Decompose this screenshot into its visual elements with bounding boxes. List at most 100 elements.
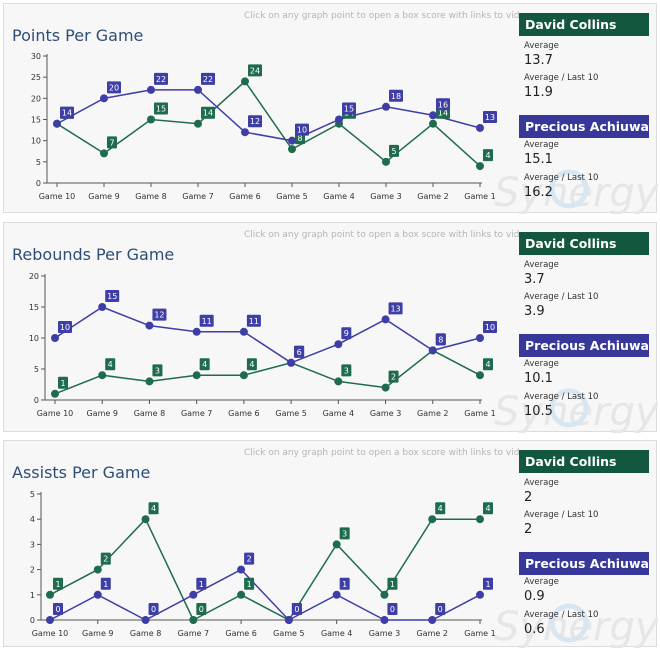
data-point[interactable] (46, 616, 54, 624)
player-name-badge[interactable]: David Collins (519, 232, 649, 255)
x-tick-label: Game 6 (228, 409, 259, 418)
y-tick-label: 5 (34, 365, 39, 374)
data-point[interactable] (192, 327, 201, 336)
data-point[interactable] (93, 590, 102, 599)
last10-value: 0.6 (524, 622, 545, 637)
data-point[interactable] (381, 383, 390, 392)
player-name-badge[interactable]: Precious Achiuwa (519, 115, 649, 138)
data-point[interactable] (189, 616, 198, 624)
data-point[interactable] (51, 334, 59, 342)
chart-title: Rebounds Per Game (12, 245, 175, 264)
series-line-1 (56, 89, 481, 142)
average-label: Average (524, 577, 559, 587)
data-point[interactable] (192, 371, 201, 380)
data-point[interactable] (334, 340, 343, 349)
data-point[interactable] (147, 85, 155, 94)
svg-text:4: 4 (249, 360, 254, 369)
data-point[interactable] (380, 616, 389, 624)
data-point[interactable] (335, 115, 343, 124)
data-label: 6 (294, 345, 305, 358)
data-point[interactable] (476, 334, 484, 342)
data-point[interactable] (288, 136, 296, 145)
data-point[interactable] (51, 389, 59, 398)
data-label: 10 (483, 321, 497, 333)
svg-text:3: 3 (342, 529, 347, 538)
data-point[interactable] (380, 590, 389, 599)
data-point[interactable] (382, 102, 390, 111)
data-point[interactable] (476, 123, 484, 132)
data-point[interactable] (237, 565, 246, 574)
data-point[interactable] (147, 115, 155, 124)
player-name-badge[interactable]: David Collins (519, 13, 649, 36)
data-point[interactable] (98, 371, 107, 380)
svg-text:2: 2 (391, 373, 396, 382)
svg-text:1: 1 (103, 580, 108, 589)
data-label: 22 (201, 72, 215, 85)
player-name-badge[interactable]: Precious Achiuwa (519, 552, 649, 575)
data-label: 16 (436, 98, 450, 111)
data-label: 0 (291, 603, 302, 615)
data-point[interactable] (332, 540, 341, 549)
y-tick-label: 20 (31, 94, 41, 103)
y-tick-label: 30 (31, 52, 41, 61)
data-point[interactable] (237, 590, 246, 599)
data-point[interactable] (287, 358, 296, 367)
data-point[interactable] (98, 303, 107, 311)
data-point[interactable] (53, 119, 61, 128)
data-point[interactable] (241, 77, 249, 86)
x-tick-label: Game 8 (135, 192, 166, 201)
data-point[interactable] (141, 616, 150, 624)
data-point[interactable] (476, 590, 484, 599)
x-tick-label: Game 2 (417, 409, 448, 418)
player-name-badge[interactable]: David Collins (519, 450, 649, 473)
data-point[interactable] (141, 515, 150, 524)
data-point[interactable] (100, 94, 108, 103)
last10-label: Average / Last 10 (524, 610, 599, 620)
svg-text:18: 18 (391, 92, 401, 101)
data-point[interactable] (476, 162, 484, 171)
data-point[interactable] (46, 590, 54, 599)
data-point[interactable] (239, 327, 248, 336)
data-point[interactable] (194, 85, 202, 94)
data-point[interactable] (476, 515, 484, 524)
svg-text:10: 10 (60, 323, 70, 332)
data-point[interactable] (429, 111, 437, 120)
data-point[interactable] (428, 616, 437, 624)
watermark-logo-icon (549, 388, 589, 428)
series-line-1 (49, 568, 481, 621)
data-point[interactable] (93, 565, 102, 574)
data-point[interactable] (145, 377, 154, 386)
data-point[interactable] (284, 616, 293, 624)
data-point[interactable] (381, 315, 390, 324)
data-point[interactable] (189, 590, 198, 599)
player-name-badge[interactable]: Precious Achiuwa (519, 334, 649, 357)
svg-text:1: 1 (55, 580, 60, 589)
data-point[interactable] (239, 371, 248, 380)
data-point[interactable] (428, 346, 437, 355)
data-point[interactable] (194, 119, 202, 128)
data-point[interactable] (382, 157, 390, 166)
series-line-0 (54, 349, 481, 395)
svg-text:1: 1 (390, 580, 395, 589)
x-tick-label: Game 3 (370, 409, 401, 418)
data-point[interactable] (100, 149, 108, 158)
x-tick-label: Game 2 (416, 629, 447, 638)
average-label: Average (524, 359, 559, 369)
data-label: 4 (148, 502, 159, 515)
data-point[interactable] (429, 119, 437, 128)
data-point[interactable] (241, 128, 249, 137)
x-tick-label: Game 6 (225, 629, 256, 638)
data-point[interactable] (428, 515, 437, 524)
data-label: 15 (154, 102, 168, 115)
x-tick-label: Game 4 (323, 192, 354, 201)
data-point[interactable] (476, 371, 484, 380)
data-point[interactable] (145, 321, 154, 330)
svg-text:13: 13 (390, 304, 400, 313)
data-label: 4 (483, 149, 493, 162)
data-point[interactable] (334, 377, 343, 386)
graph-hint: Click on any graph point to open a box s… (244, 11, 531, 21)
data-point[interactable] (332, 590, 341, 599)
data-point[interactable] (288, 145, 296, 154)
